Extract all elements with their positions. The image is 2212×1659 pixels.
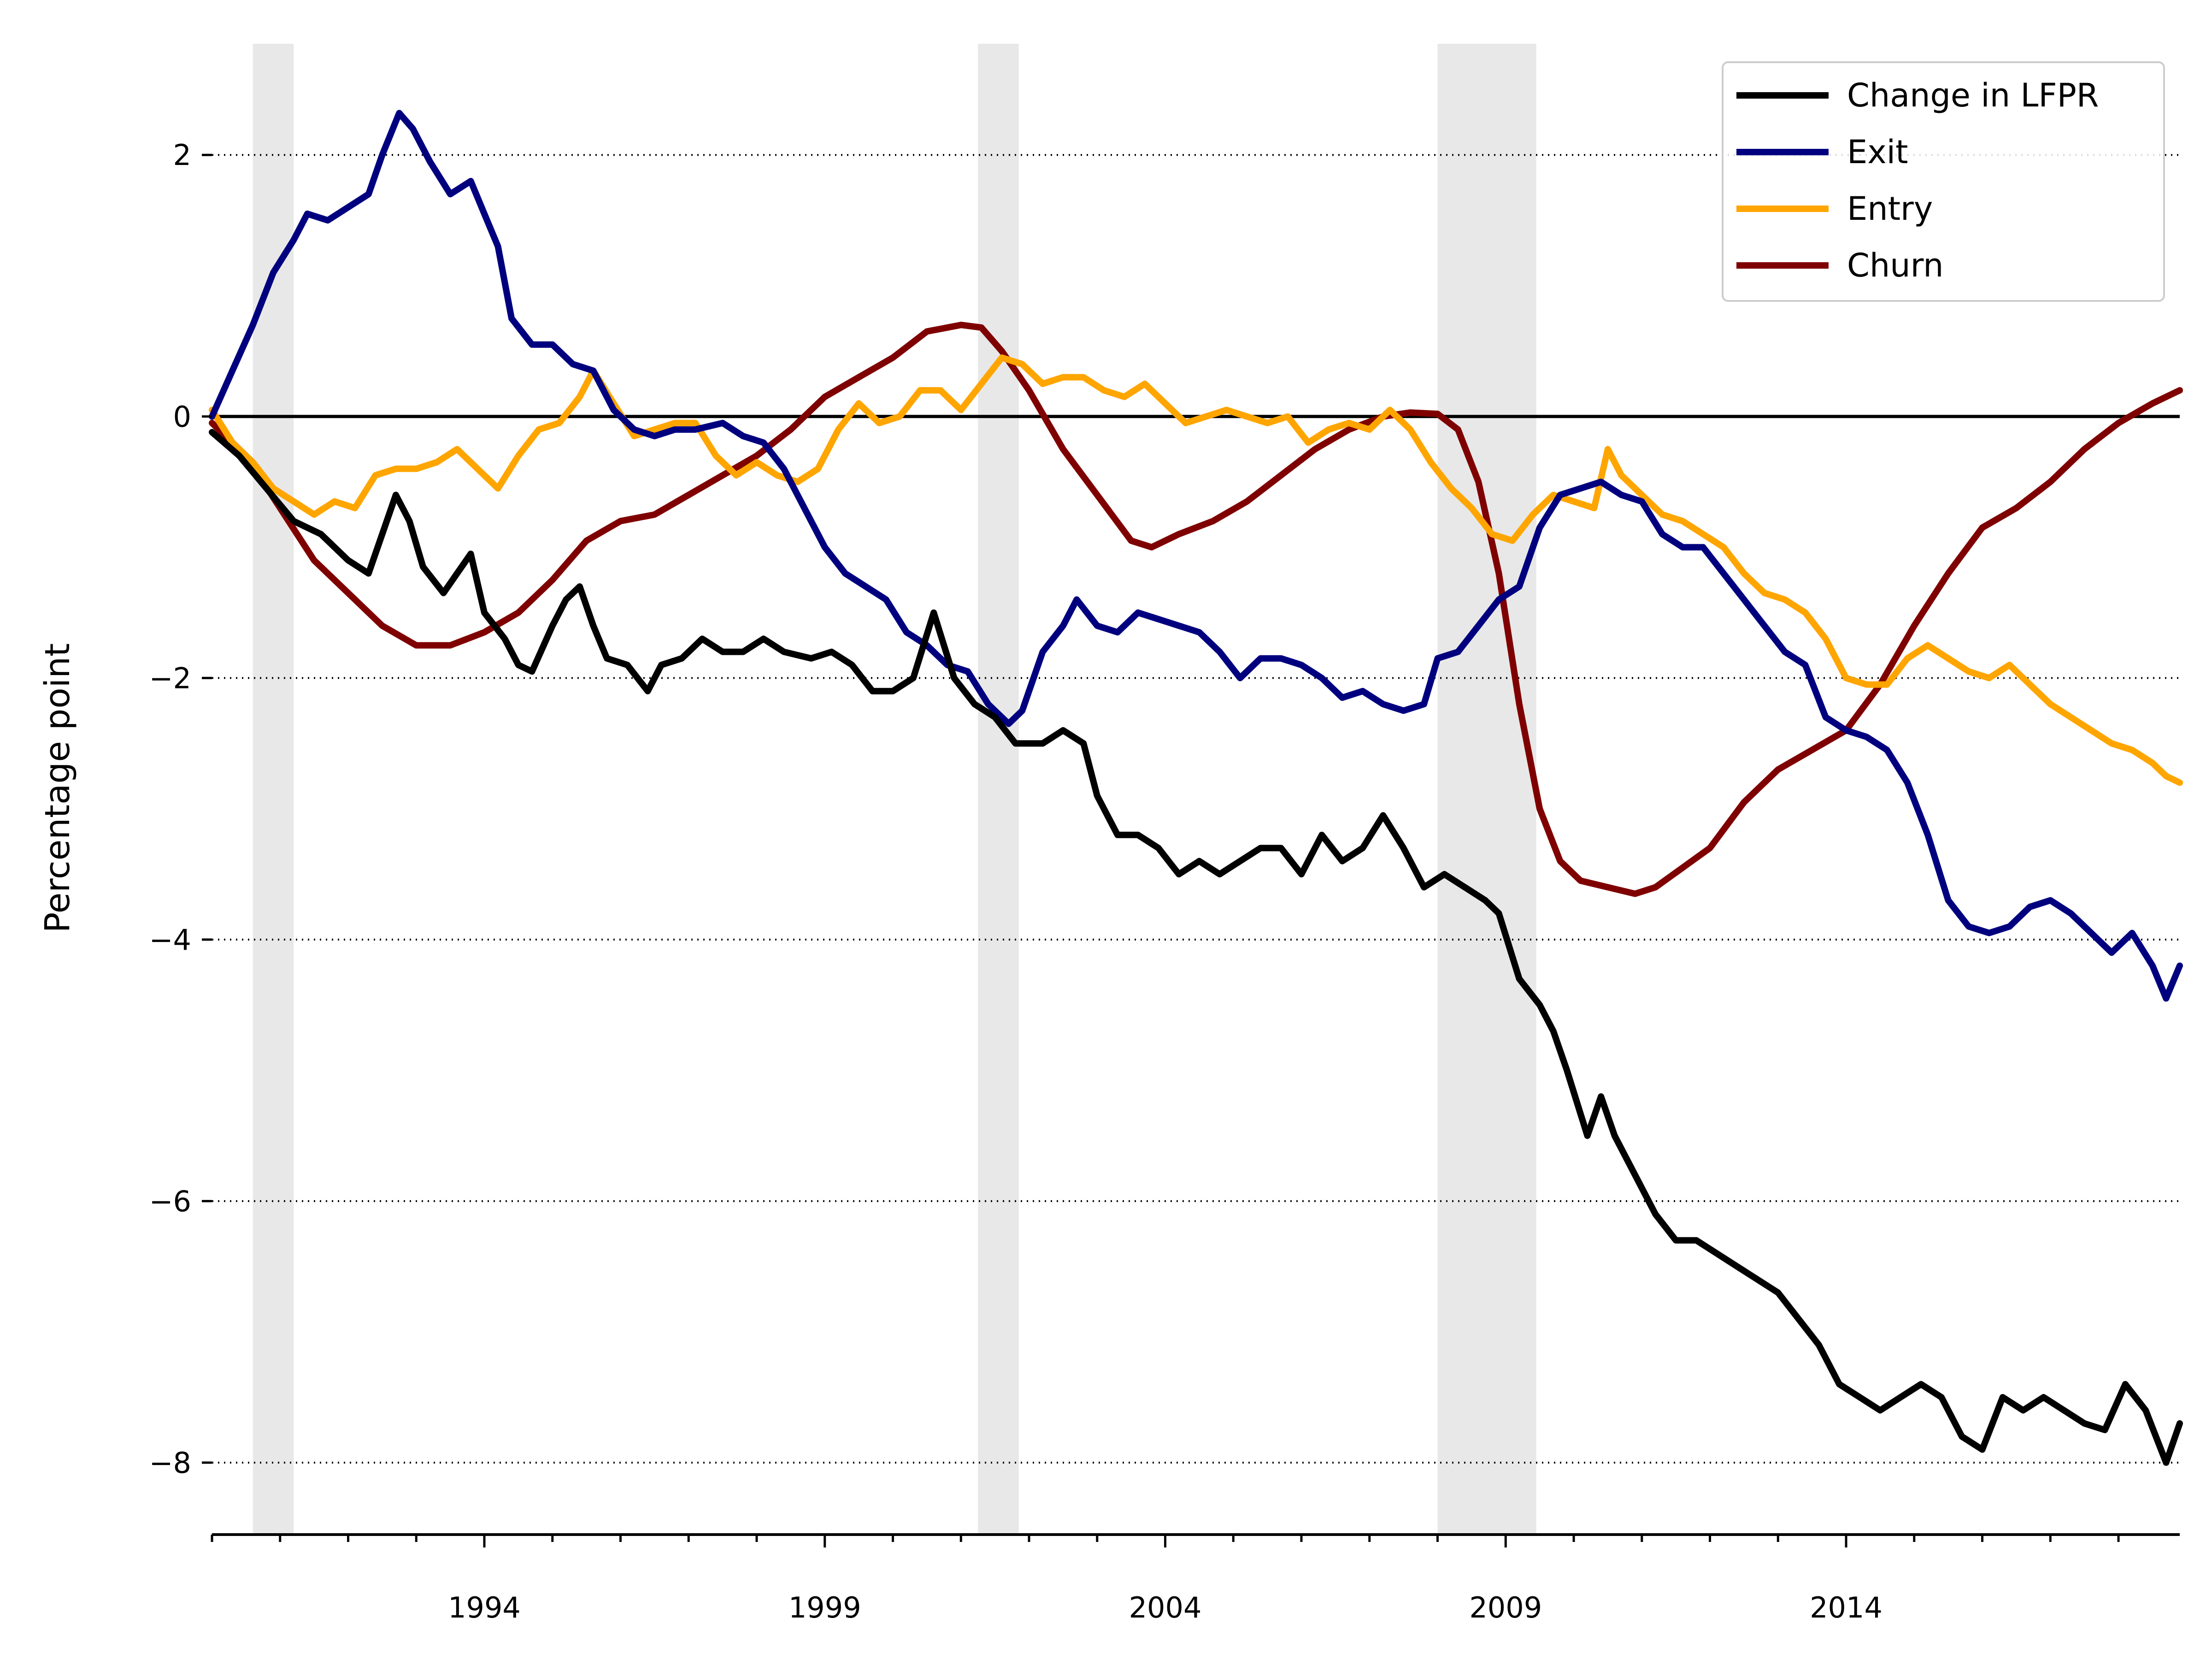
y-tick-label: −6 — [149, 1184, 191, 1218]
x-tick-label: 1999 — [788, 1591, 861, 1624]
series-line-churn — [209, 322, 2183, 897]
x-tick-label: 1994 — [448, 1591, 521, 1624]
y-tick-label: 0 — [173, 400, 191, 434]
recession-band — [1437, 44, 1536, 1535]
x-tick-label: 2014 — [1810, 1591, 1883, 1624]
y-tick-label: −2 — [149, 661, 191, 695]
recession-band — [978, 44, 1019, 1535]
legend-label-churn: Churn — [1847, 247, 1944, 284]
y-tick-label: 2 — [173, 138, 191, 172]
legend: Change in LFPR Exit Entry Churn — [1722, 61, 2165, 302]
legend-box — [1722, 61, 2165, 302]
recession-band — [253, 44, 294, 1535]
y-gridlines — [212, 154, 2180, 1464]
recession-shading — [253, 44, 1536, 1535]
y-tick-label: −8 — [149, 1446, 191, 1480]
series-lines — [209, 110, 2183, 1466]
x-axis: 1994 1999 2004 2009 2014 — [211, 1533, 2180, 1624]
legend-label-change-in-lfpr: Change in LFPR — [1847, 76, 2099, 114]
series-line-exit — [209, 110, 2183, 1002]
y-axis: 2 0 −2 −4 −6 −8 — [149, 138, 212, 1480]
legend-label-exit: Exit — [1847, 133, 1908, 171]
series-line-entry — [209, 354, 2183, 786]
x-tick-label: 2009 — [1469, 1591, 1542, 1624]
x-tick-label: 2004 — [1129, 1591, 1202, 1624]
series-line-change-in-lfpr — [209, 429, 2183, 1466]
y-tick-label: −4 — [149, 923, 191, 957]
legend-label-entry: Entry — [1847, 190, 1933, 228]
y-axis-title: Percentage point — [38, 643, 77, 933]
